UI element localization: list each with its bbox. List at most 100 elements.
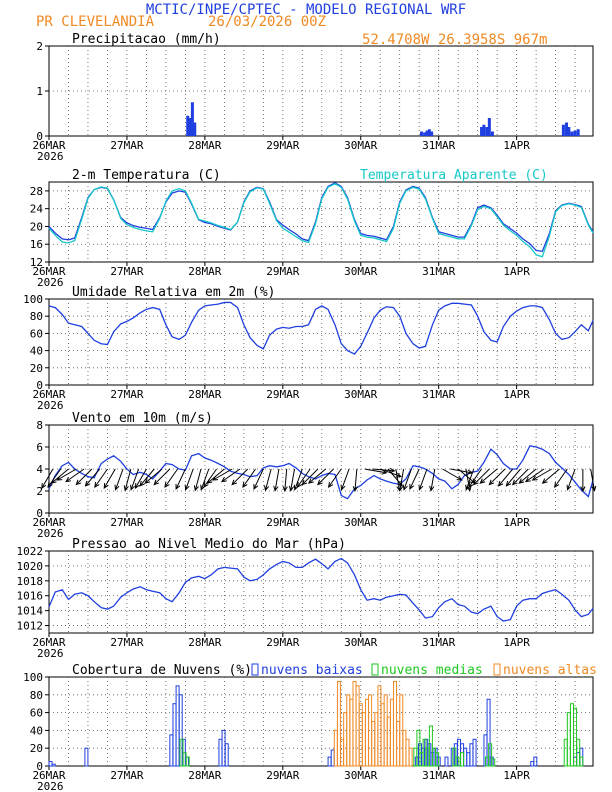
x-tick-label: 1APR — [503, 265, 530, 278]
x-tick-label: 27MAR — [110, 636, 143, 649]
wind-arrow — [397, 468, 405, 492]
wind-arrow — [212, 468, 233, 481]
cloud-bar-0 — [463, 747, 468, 767]
y-tick-label: 1022 — [17, 545, 44, 558]
cloud-bar-1 — [569, 703, 574, 767]
wind-arrow — [442, 468, 463, 481]
x-tick-label: 29MAR — [266, 139, 299, 152]
x-tick-label: 30MAR — [344, 388, 377, 401]
cloud-bar-1 — [563, 738, 568, 767]
x-tick-label: 27MAR — [110, 139, 143, 152]
precip-bar — [425, 130, 429, 136]
wind-arrow — [409, 468, 420, 490]
legend-label: Temperatura Aparente (C) — [360, 168, 548, 183]
x-year-label: 2026 — [37, 527, 64, 540]
cloud-bar-0 — [221, 729, 226, 767]
cloud-bar-0 — [469, 743, 474, 767]
wind-arrow — [203, 468, 217, 488]
wind-arrow — [193, 468, 202, 492]
wind-arrow — [340, 468, 350, 491]
precip-bar — [573, 130, 577, 136]
precip-bar — [485, 127, 489, 136]
precip-bar — [482, 124, 486, 136]
cloud-bar-2 — [333, 729, 338, 767]
wind-arrow — [531, 468, 552, 481]
wind-arrow — [288, 468, 295, 492]
y-tick-label: 0 — [36, 379, 43, 392]
precip-bar — [190, 102, 194, 136]
y-tick-label: 8 — [36, 419, 43, 432]
precip-bar — [576, 129, 580, 136]
wind-arrow — [296, 468, 311, 488]
wind-arrow — [65, 468, 85, 483]
wind-arrow — [317, 468, 334, 486]
cloud-bar-0 — [175, 685, 180, 767]
precip-bar — [186, 115, 190, 136]
cloud-bar-2 — [346, 694, 351, 767]
x-tick-label: 1APR — [503, 516, 530, 529]
x-tick-label: 1APR — [503, 769, 530, 782]
wind-arrow — [580, 469, 586, 493]
legend-label: nuvens baixas — [261, 663, 363, 678]
cloud-bar-1 — [579, 756, 584, 767]
location-label: PR CLEVELANDIA — [36, 14, 155, 30]
cloud-bar-2 — [352, 680, 357, 767]
wind-arrow — [364, 468, 388, 475]
precip-bar — [487, 118, 491, 136]
cloud-bar-1 — [428, 725, 433, 767]
wind-arrow — [139, 468, 155, 487]
precip-bar — [565, 122, 569, 136]
cloud-bar-0 — [530, 761, 535, 767]
y-tick-label: 1020 — [17, 560, 44, 573]
panel-frame — [48, 181, 594, 263]
precip-bar — [567, 127, 571, 136]
cloud-bar-2 — [364, 698, 369, 767]
wind-arrow — [524, 468, 545, 483]
wind-arrow — [273, 468, 280, 492]
y-tick-label: 1012 — [17, 620, 44, 633]
wind-arrow — [175, 468, 186, 490]
x-tick-label: 31MAR — [422, 516, 455, 529]
y-tick-label: 1 — [36, 85, 43, 98]
y-tick-label: 0 — [36, 507, 43, 520]
panel-title: Vento em 10m (m/s) — [72, 411, 213, 426]
cloud-bar-2 — [393, 680, 398, 767]
precip-bar — [423, 132, 427, 136]
x-tick-label: 31MAR — [422, 139, 455, 152]
cloud-bar-0 — [169, 734, 174, 767]
y-tick-label: 28 — [30, 185, 43, 198]
cloud-bar-2 — [349, 698, 354, 767]
wind-arrow — [327, 468, 342, 488]
x-tick-label: 30MAR — [344, 636, 377, 649]
panel-title: Umidade Relativa em 2m (%) — [72, 285, 276, 300]
wind-arrow — [518, 468, 537, 484]
cloud-bar-2 — [355, 685, 360, 767]
panel-title: 2-m Temperatura (C) — [72, 168, 221, 183]
wind-arrow — [418, 468, 428, 491]
y-tick-label: 40 — [30, 724, 43, 737]
cloud-bar-2 — [371, 721, 376, 767]
run-time-label: 26/03/2026 00Z — [208, 14, 326, 30]
y-tick-label: 20 — [30, 362, 43, 375]
y-tick-label: 60 — [30, 327, 43, 340]
coordinates-label: 52.4708W 26.3958S 967m — [362, 32, 547, 48]
cloud-bar-2 — [386, 716, 391, 767]
cloud-bar-0 — [472, 738, 477, 767]
precip-bar — [480, 127, 484, 136]
cloud-bar-0 — [51, 763, 56, 767]
cloud-bar-0 — [533, 756, 538, 767]
wind-arrow — [307, 468, 326, 484]
x-tick-label: 26MAR — [32, 388, 65, 401]
wind-speed-line — [48, 445, 594, 500]
y-tick-label: 40 — [30, 345, 43, 358]
wind-arrow — [164, 468, 179, 488]
cloud-bar-2 — [336, 680, 341, 767]
temp-line-1 — [48, 183, 594, 258]
y-tick-label: 60 — [30, 707, 43, 720]
cloud-bar-1 — [179, 738, 184, 767]
panel-title: Pressao ao Nivel Medio do Mar (hPa) — [72, 537, 346, 552]
